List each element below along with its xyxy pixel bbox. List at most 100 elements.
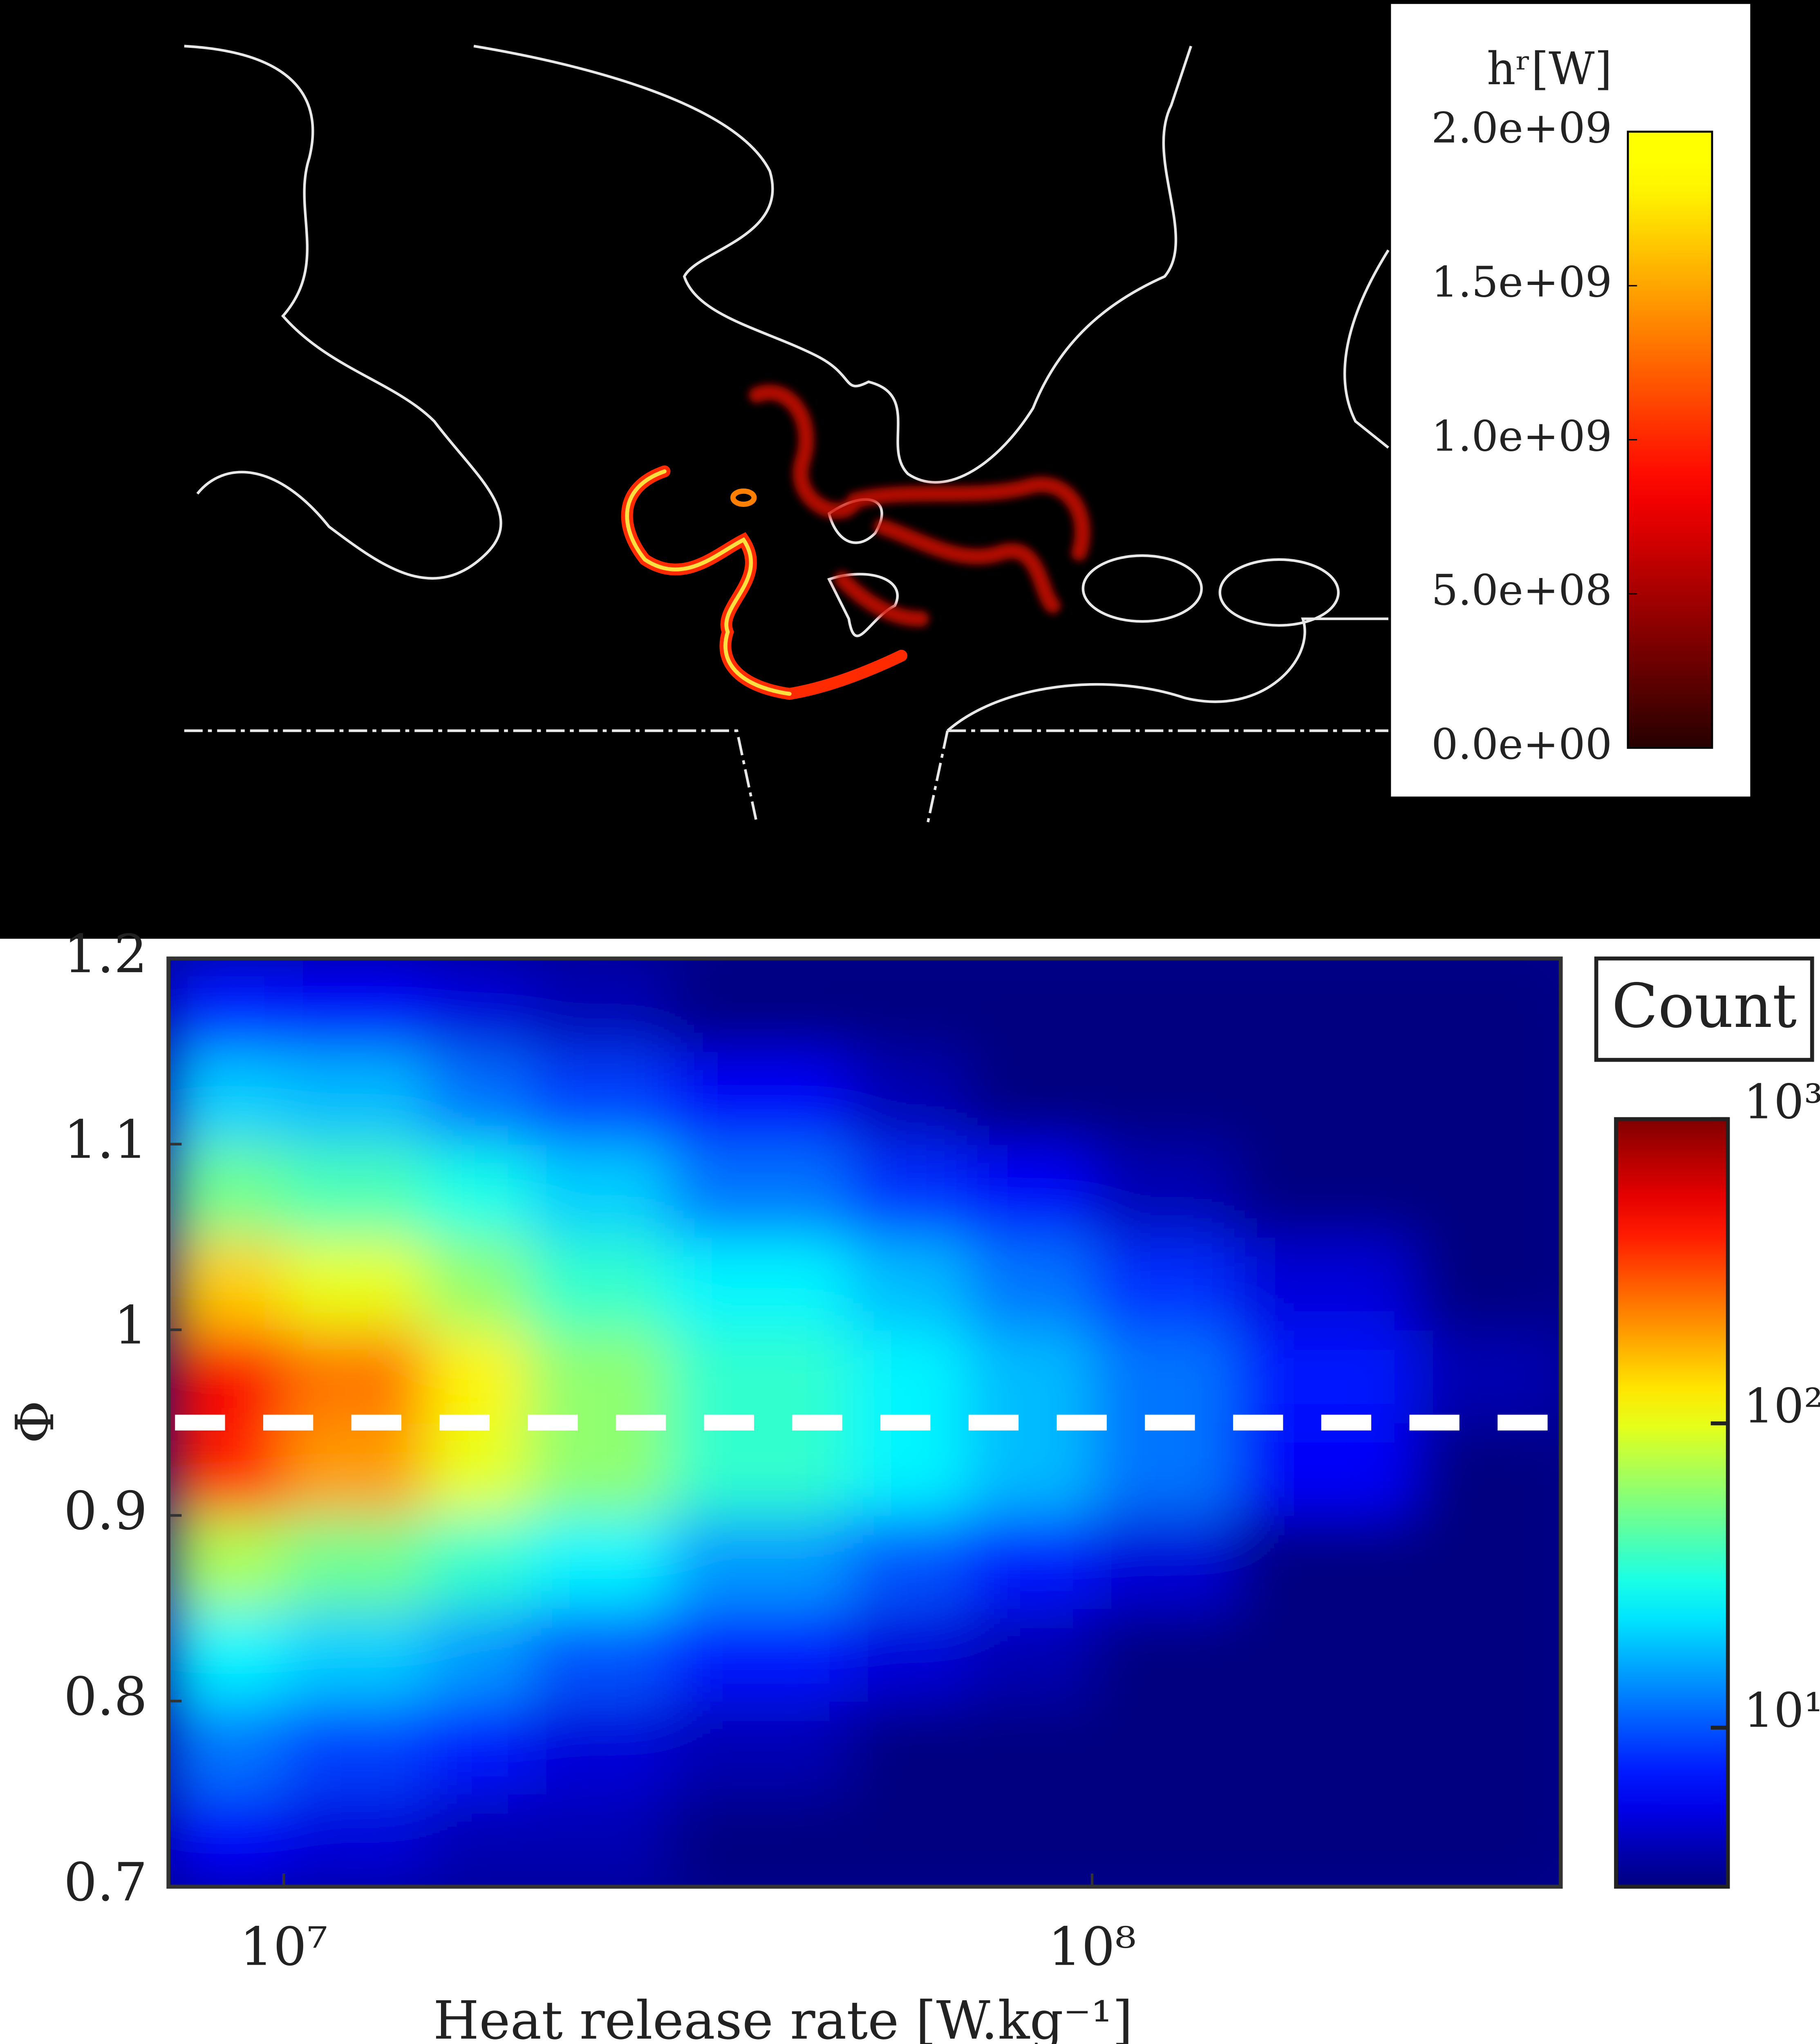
heat-cell <box>848 1051 968 1145</box>
heat-cell <box>527 1422 670 1516</box>
heat-cell <box>967 1051 1093 1145</box>
colorbar-tick-label: 10² <box>1744 1379 1820 1434</box>
colorbar-tick-label: 1.0e+09 <box>1431 412 1612 461</box>
colorbar-label: hʳ[W] <box>1487 43 1612 95</box>
heat-cell <box>1234 1608 1415 1702</box>
heat-cell <box>1234 1051 1415 1145</box>
heat-cell <box>967 1422 1093 1516</box>
heat-cell <box>168 1144 284 1238</box>
heat-cell <box>168 1237 284 1331</box>
heat-cell <box>1234 1515 1415 1609</box>
heat-cell <box>1414 1051 1561 1145</box>
heat-cell <box>967 1608 1093 1702</box>
contours <box>184 45 1390 823</box>
heat-cell <box>284 1608 427 1702</box>
colorbar-tick-label: 5.0e+08 <box>1431 566 1612 615</box>
heat-cell <box>967 1701 1093 1795</box>
heat-cell <box>168 1329 284 1423</box>
heat-cell <box>284 1794 427 1887</box>
colorbar-title-box <box>1594 956 1814 1062</box>
heat-cell <box>1414 1329 1561 1423</box>
heat-cell <box>669 1608 850 1702</box>
heat-cell <box>168 1794 284 1887</box>
heat-cell <box>848 1608 968 1702</box>
heat-cell <box>1092 1422 1235 1516</box>
heat-cell <box>426 958 528 1052</box>
flame <box>621 384 1090 700</box>
heat-cell <box>848 1794 968 1887</box>
heat-cell <box>1234 1794 1415 1887</box>
heat-cell <box>1414 1237 1561 1331</box>
heat-cell <box>527 1608 670 1702</box>
colorbar <box>1614 1117 1730 1889</box>
heat-cell <box>848 1515 968 1609</box>
heat-cell <box>527 1144 670 1238</box>
heat-cell <box>426 1701 528 1795</box>
heat-cell <box>1092 1144 1235 1238</box>
heat-cell <box>848 1701 968 1795</box>
heat-cell <box>168 1422 284 1516</box>
heat-cell <box>669 1701 850 1795</box>
y-tick-label: 0.7 <box>64 1852 148 1913</box>
heat-cell <box>967 1144 1093 1238</box>
heat-cell <box>1092 958 1235 1052</box>
heat-cell <box>669 1422 850 1516</box>
heat-cell <box>669 1051 850 1145</box>
y-tick-label: 0.8 <box>64 1666 148 1728</box>
heat-cell <box>1092 1515 1235 1609</box>
heat-cell <box>426 1794 528 1887</box>
heat-cell <box>967 1794 1093 1887</box>
x-axis-label: Heat release rate [W.kg⁻¹] <box>433 1990 1133 2044</box>
heat-cell <box>284 1515 427 1609</box>
heat-cell <box>1414 1144 1561 1238</box>
heat-cell <box>1414 1701 1561 1795</box>
heat-cell <box>168 1608 284 1702</box>
heatmap <box>168 958 1561 1887</box>
heat-cell <box>168 1515 284 1609</box>
heat-cell <box>284 1237 427 1331</box>
heat-cell <box>1092 1608 1235 1702</box>
heat-cell <box>669 958 850 1052</box>
y-tick-label: 0.9 <box>64 1480 148 1542</box>
heat-cell <box>527 1329 670 1423</box>
heat-cell <box>1092 1237 1235 1331</box>
plot-frame <box>166 956 1563 1889</box>
heat-cell <box>426 1237 528 1331</box>
heat-cell <box>1234 1701 1415 1795</box>
heat-cell <box>284 1051 427 1145</box>
colorbar-tick-label: 0.0e+00 <box>1431 720 1612 769</box>
heat-cell <box>284 1701 427 1795</box>
heat-cell <box>426 1051 528 1145</box>
heat-cell <box>1414 1794 1561 1887</box>
heat-cell <box>1234 1422 1415 1516</box>
heat-cell <box>284 1422 427 1516</box>
heat-cell <box>1414 1422 1561 1516</box>
heat-cell <box>1414 1608 1561 1702</box>
heat-cell <box>669 1237 850 1331</box>
heat-cell <box>426 1422 528 1516</box>
x-tick-label: 10⁸ <box>1048 1916 1136 1978</box>
heat-cell <box>967 1515 1093 1609</box>
heat-cell <box>1414 958 1561 1052</box>
heat-cell <box>669 1144 850 1238</box>
heat-cell <box>1234 1237 1415 1331</box>
heat-cell <box>967 1237 1093 1331</box>
heat-cell <box>1234 958 1415 1052</box>
heat-cell <box>426 1515 528 1609</box>
heat-cell <box>1092 1051 1235 1145</box>
colorbar-title: Count <box>1612 971 1797 1041</box>
heat-cell <box>284 1144 427 1238</box>
heat-cell <box>527 1515 670 1609</box>
heat-cell <box>527 1051 670 1145</box>
heat-cell <box>848 1237 968 1331</box>
colorbar-tick-label: 10³ <box>1744 1074 1820 1130</box>
heat-cell <box>426 1608 528 1702</box>
heat-cell <box>527 1794 670 1887</box>
y-axis-label: Φ <box>4 1401 66 1444</box>
heat-cell <box>669 1794 850 1887</box>
heat-cell <box>426 1329 528 1423</box>
heat-cell <box>527 1237 670 1331</box>
heat-cell <box>848 1422 968 1516</box>
heat-cell <box>284 958 427 1052</box>
heat-cell <box>426 1144 528 1238</box>
